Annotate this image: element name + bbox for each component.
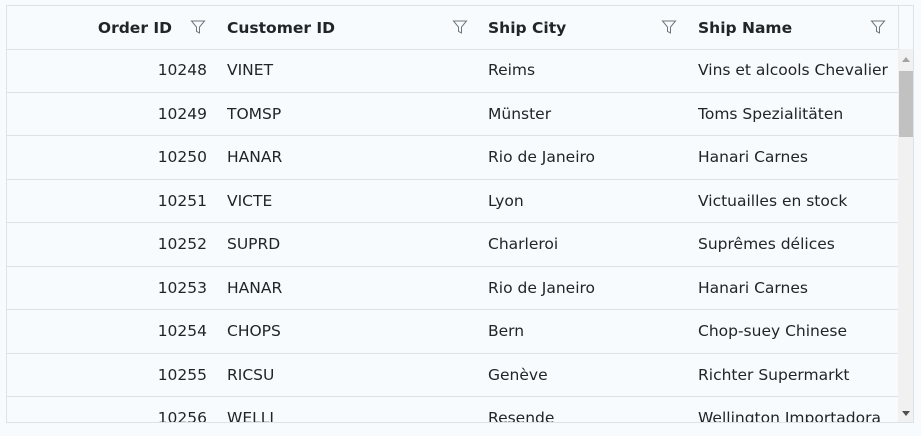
column-header-order-id[interactable]: Order ID [97,18,172,37]
ship-name-cell: Victuailles en stock [698,191,848,210]
ship-city-cell: Resende [488,409,555,423]
funnel-icon[interactable] [452,19,468,35]
funnel-icon[interactable] [190,19,206,35]
header-divider [898,6,899,49]
column-header-ship-name[interactable]: Ship Name [698,18,793,37]
table-row[interactable]: 10249 TOMSP Münster Toms Spezialitäten [7,93,898,136]
scroll-up-arrow-icon[interactable] [902,57,910,62]
ship-city-cell: Münster [488,104,552,123]
customer-id-cell: HANAR [227,148,283,166]
ship-city-cell: Charleroi [488,235,559,253]
funnel-icon[interactable] [661,19,677,35]
customer-id-cell: RICSU [227,365,275,384]
vertical-scrollbar[interactable] [898,49,913,422]
ship-city-cell: Lyon [488,191,524,210]
table-row[interactable]: 10254 CHOPS Bern Chop-suey Chinese [7,310,898,354]
order-id-cell: 10248 [157,61,207,79]
order-id-cell: 10256 [157,409,207,423]
table-row[interactable]: 10248 VINET Reims Vins et alcools Chevalier [7,49,898,93]
ship-name-cell: Hanari Carnes [698,148,808,166]
table-row[interactable]: 10255 RICSU Genève Richter Supermarkt [7,354,898,397]
table-row[interactable]: 10256 WELLI Resende Wellington Importadora [7,397,898,423]
grid-body: 10248 VINET Reims Vins et alcools Chevalier… [7,49,898,423]
ship-name-cell: Hanari Carnes [698,278,808,297]
ship-city-cell: Rio de Janeiro [488,278,596,297]
scroll-down-arrow-icon[interactable] [902,411,910,416]
ship-name-cell: Chop-suey Chinese [698,322,848,340]
table-row[interactable]: 10250 HANAR Rio de Janeiro Hanari Carnes [7,136,898,180]
funnel-icon[interactable] [870,19,886,35]
ship-name-cell: Vins et alcools Chevalier [698,61,888,79]
table-row[interactable]: 10251 VICTE Lyon Victuailles en stock [7,180,898,223]
customer-id-cell: VICTE [227,191,273,210]
order-id-cell: 10249 [157,104,207,123]
customer-id-cell: WELLI [227,409,274,423]
order-id-cell: 10255 [157,365,207,384]
column-header-customer-id[interactable]: Customer ID [227,18,336,37]
order-id-cell: 10251 [157,191,207,210]
table-row[interactable]: 10252 SUPRD Charleroi Suprêmes délices [7,223,898,267]
ship-name-cell: Suprêmes délices [698,235,835,253]
ship-city-cell: Rio de Janeiro [488,148,596,166]
scrollbar-thumb[interactable] [899,71,913,137]
ship-city-cell: Reims [488,61,536,79]
customer-id-cell: CHOPS [227,322,281,340]
customer-id-cell: SUPRD [227,235,281,253]
customer-id-cell: HANAR [227,278,283,297]
ship-name-cell: Richter Supermarkt [698,365,850,384]
customer-id-cell: TOMSP [227,104,282,123]
grid-header: Order ID Customer ID Ship City Ship Name [7,6,913,50]
ship-city-cell: Genève [488,365,548,384]
column-header-ship-city[interactable]: Ship City [488,18,567,37]
order-id-cell: 10253 [157,278,207,297]
data-grid: Order ID Customer ID Ship City Ship Name… [6,5,914,423]
ship-name-cell: Wellington Importadora [698,409,881,423]
order-id-cell: 10254 [157,322,207,340]
ship-city-cell: Bern [488,322,525,340]
customer-id-cell: VINET [227,61,274,79]
order-id-cell: 10250 [157,148,207,166]
table-row[interactable]: 10253 HANAR Rio de Janeiro Hanari Carnes [7,267,898,310]
order-id-cell: 10252 [157,235,207,253]
ship-name-cell: Toms Spezialitäten [698,104,844,123]
